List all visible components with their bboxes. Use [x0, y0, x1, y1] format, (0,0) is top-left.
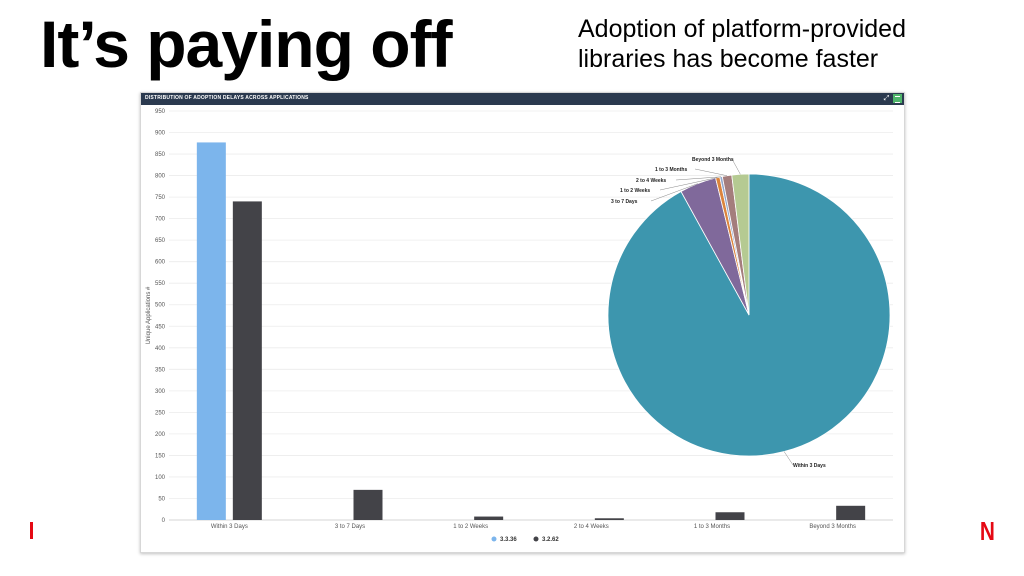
x-category-label: 1 to 3 Months	[694, 524, 730, 530]
y-tick-label: 100	[155, 475, 166, 481]
bar-3-3-36-0[interactable]	[196, 142, 226, 521]
y-tick-label: 0	[162, 518, 166, 524]
chart-svg: 0 50 100 150 200 250 300 350 400 450 500 550 600 650 7…	[146, 109, 893, 543]
x-category-label: 2 to 4 Weeks	[574, 524, 609, 530]
legend-marker[interactable]	[491, 536, 497, 542]
y-tick-label: 600	[155, 260, 166, 266]
y-tick-label: 400	[155, 346, 166, 352]
bars-layer: Within 3 Days 3 to 7 Days 1 to 2 Weeks 2 to…	[196, 142, 866, 530]
y-tick-label: 150	[155, 453, 166, 459]
pie-connector	[783, 451, 794, 466]
pie-label: 1 to 2 Weeks	[620, 188, 650, 194]
legend-layer: 3.3.36 3.2.62	[491, 536, 559, 543]
pie-connector	[731, 158, 741, 175]
y-tick-label: 850	[155, 152, 166, 158]
y-tick-label: 550	[155, 281, 166, 287]
y-tick-label: 300	[155, 389, 166, 395]
pie-label: 3 to 7 Days	[611, 199, 638, 205]
pie-connector	[675, 176, 722, 181]
bar-3-2-62-5[interactable]	[836, 505, 866, 520]
y-tick-label: 250	[155, 410, 166, 416]
y-tick-label: 650	[155, 238, 166, 244]
y-tick-label: 750	[155, 195, 166, 201]
y-tick-label: 50	[158, 496, 165, 502]
x-category-label: Within 3 Days	[211, 524, 248, 530]
bar-3-2-62-1[interactable]	[353, 489, 383, 520]
legend-marker[interactable]	[533, 536, 539, 542]
pie-label: 1 to 3 Months	[655, 167, 687, 173]
brand-logo: N	[979, 516, 995, 546]
y-tick-label: 950	[155, 109, 166, 115]
left-accent-mark	[30, 522, 33, 539]
y-tick-label: 800	[155, 174, 166, 180]
pie-connector	[694, 168, 728, 176]
pie-layer: Within 3 Days 3 to 7 Days 1 to 2 Weeks 2 to…	[607, 157, 891, 469]
y-tick-label: 200	[155, 432, 166, 438]
y-tick-label: 500	[155, 303, 166, 309]
bar-3-2-62-3[interactable]	[594, 518, 624, 520]
chart-panel: DISTRIBUTION OF ADOPTION DELAYS ACROSS A…	[140, 92, 905, 553]
bar-3-2-62-2[interactable]	[474, 516, 504, 520]
expand-icon[interactable]: ⤢	[883, 95, 890, 102]
x-category-label: 1 to 2 Weeks	[453, 524, 488, 530]
x-category-label: Beyond 3 Months	[809, 524, 856, 530]
slide-subtitle: Adoption of platform-provided libraries …	[578, 15, 906, 73]
legend-label[interactable]: 3.3.36	[500, 537, 517, 543]
pie-connector	[659, 177, 718, 191]
pie-label: Within 3 Days	[793, 463, 826, 469]
pie-connector	[650, 183, 698, 202]
panel-title: DISTRIBUTION OF ADOPTION DELAYS ACROSS A…	[145, 95, 309, 101]
pie-label: 2 to 4 Weeks	[636, 178, 666, 184]
bar-3-2-62-4[interactable]	[715, 512, 745, 520]
x-category-label: 3 to 7 Days	[335, 524, 365, 530]
pie-label: Beyond 3 Months	[692, 157, 734, 163]
panel-header: DISTRIBUTION OF ADOPTION DELAYS ACROSS A…	[141, 93, 904, 105]
y-axis-label: Unique Applications #	[146, 286, 152, 344]
y-tick-label: 900	[155, 131, 166, 137]
bar-3-2-62-0[interactable]	[232, 201, 262, 520]
menu-icon[interactable]	[893, 94, 902, 103]
y-tick-label: 700	[155, 217, 166, 223]
y-tick-label: 450	[155, 324, 166, 330]
legend-label[interactable]: 3.2.62	[542, 537, 559, 543]
y-tick-label: 350	[155, 367, 166, 373]
slide-title: It’s paying off	[40, 7, 453, 81]
